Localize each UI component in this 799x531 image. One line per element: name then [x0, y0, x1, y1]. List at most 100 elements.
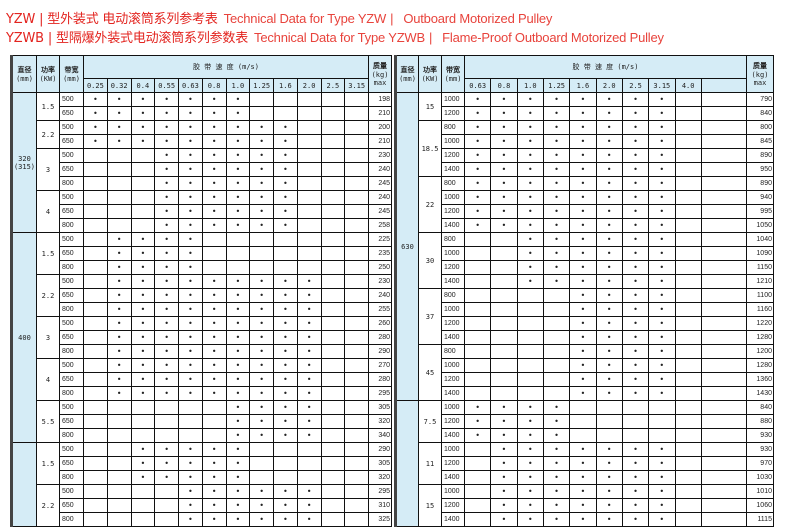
available-mark: •: [648, 120, 676, 135]
belt-width-cell: 1200: [441, 498, 465, 513]
available-mark: •: [516, 512, 544, 527]
belt-width-cell: 1400: [441, 330, 465, 345]
available-mark: •: [516, 274, 544, 289]
available-mark: •: [648, 512, 676, 527]
mass-cell: 198: [368, 92, 392, 107]
title-model: YZWB: [6, 31, 44, 46]
empty-cell: [700, 260, 747, 275]
header-row: 直径 (mm) 功率 (KW) 带宽 (mm) 胶 带 速 度 (m/s) 质量 (kg) max: [395, 55, 774, 93]
available-mark: •: [201, 512, 227, 527]
mass-cell: 290: [368, 344, 392, 359]
available-mark: •: [648, 316, 676, 331]
empty-cell: [700, 176, 747, 191]
empty-cell: [516, 316, 544, 331]
power-header-label: 功率: [41, 66, 55, 74]
belt-width-cell: 1200: [441, 204, 465, 219]
empty-cell: [296, 162, 322, 177]
available-mark: •: [225, 92, 251, 107]
available-mark: •: [296, 386, 322, 401]
available-mark: •: [130, 372, 156, 387]
empty-cell: [320, 288, 346, 303]
empty-cell: [83, 400, 108, 415]
empty-cell: [320, 330, 346, 345]
available-mark: •: [201, 372, 227, 387]
belt-width-cell: 500: [59, 316, 84, 331]
power-header: 功率 (KW): [418, 55, 442, 93]
empty-cell: [83, 176, 108, 191]
available-mark: •: [225, 176, 251, 191]
available-mark: •: [648, 92, 676, 107]
empty-cell: [225, 232, 251, 247]
available-mark: •: [130, 330, 156, 345]
empty-cell: [83, 414, 108, 429]
table-row: 1400 • • • • • • 1210: [396, 274, 774, 289]
mass-cell: 930: [745, 442, 774, 457]
diameter-header-label: 直径: [400, 66, 415, 74]
empty-cell: [130, 190, 156, 205]
available-mark: •: [569, 512, 597, 527]
available-mark: •: [130, 442, 156, 457]
available-mark: •: [490, 428, 518, 443]
belt-width-cell: 800: [59, 218, 84, 233]
power-cell: 5.5: [36, 400, 60, 443]
mass-cell: 1280: [745, 330, 774, 345]
mass-cell: 240: [368, 190, 392, 205]
empty-cell: [296, 470, 322, 485]
available-mark: •: [296, 274, 322, 289]
available-mark: •: [178, 512, 203, 527]
available-mark: •: [249, 218, 274, 233]
available-mark: •: [463, 176, 492, 191]
available-mark: •: [595, 106, 623, 121]
empty-cell: [674, 204, 702, 219]
empty-cell: [344, 176, 369, 191]
mass-header: 质量 (kg) max: [368, 55, 392, 93]
available-mark: •: [249, 274, 274, 289]
table-row: 800 • • • • • • • • • 290: [12, 344, 392, 359]
available-mark: •: [154, 148, 179, 163]
available-mark: •: [648, 344, 676, 359]
available-mark: •: [463, 218, 492, 233]
empty-cell: [296, 134, 322, 149]
empty-cell: [201, 414, 227, 429]
available-mark: •: [463, 162, 492, 177]
available-mark: •: [648, 176, 676, 191]
table-row: 650 • • • • • • 245: [12, 204, 392, 219]
available-mark: •: [648, 162, 676, 177]
available-mark: •: [490, 512, 518, 527]
available-mark: •: [595, 358, 623, 373]
mass-header-unit: (kg): [371, 71, 389, 79]
available-mark: •: [178, 162, 203, 177]
empty-cell: [463, 302, 492, 317]
available-mark: •: [648, 386, 676, 401]
available-mark: •: [154, 260, 179, 275]
available-mark: •: [569, 358, 597, 373]
empty-cell: [83, 442, 108, 457]
empty-cell: [700, 358, 747, 373]
empty-cell: [700, 344, 747, 359]
empty-cell: [344, 148, 369, 163]
empty-cell: [674, 512, 702, 527]
available-mark: •: [225, 498, 251, 513]
available-mark: •: [178, 106, 203, 121]
available-mark: •: [154, 456, 179, 471]
belt-width-cell: 1000: [441, 302, 465, 317]
available-mark: •: [595, 176, 623, 191]
available-mark: •: [621, 204, 650, 219]
empty-cell: [463, 330, 492, 345]
available-mark: •: [201, 288, 227, 303]
available-mark: •: [178, 358, 203, 373]
available-mark: •: [130, 106, 156, 121]
available-mark: •: [273, 176, 298, 191]
empty-cell: [674, 232, 702, 247]
available-mark: •: [106, 92, 132, 107]
available-mark: •: [130, 344, 156, 359]
speed-column-header: 2.5: [320, 78, 346, 93]
empty-cell: [674, 456, 702, 471]
empty-cell: [344, 498, 369, 513]
available-mark: •: [273, 484, 298, 499]
mass-cell: 890: [745, 148, 774, 163]
available-mark: •: [154, 176, 179, 191]
empty-cell: [130, 484, 156, 499]
power-cell: 11: [418, 442, 442, 485]
available-mark: •: [542, 120, 571, 135]
